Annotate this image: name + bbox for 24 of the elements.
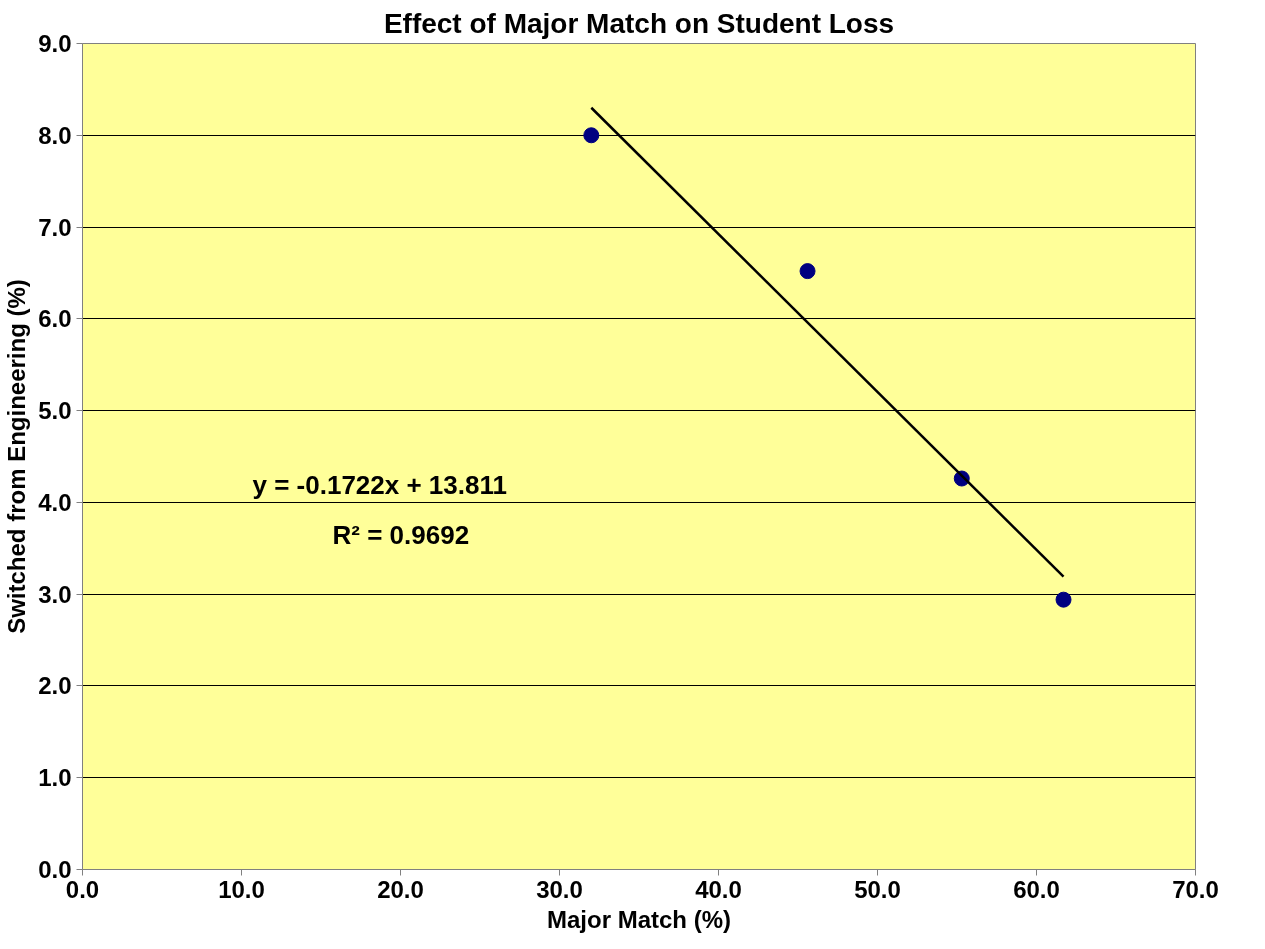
x-tick-label: 60.0 bbox=[1013, 875, 1060, 903]
annotation: y = -0.1722x + 13.811 bbox=[252, 469, 507, 500]
y-tick-label: 7.0 bbox=[38, 213, 72, 241]
x-tick-label: 50.0 bbox=[854, 875, 901, 903]
x-axis-title: Major Match (%) bbox=[547, 905, 732, 933]
point bbox=[583, 127, 600, 144]
y-tick-label: 1.0 bbox=[38, 764, 72, 792]
x-tick-label: 30.0 bbox=[536, 875, 583, 903]
x-tick-label: 10.0 bbox=[218, 875, 265, 903]
chart-title: Effect of Major Match on Student Loss bbox=[383, 7, 895, 39]
point bbox=[1055, 591, 1072, 608]
annotation: R² = 0.9692 bbox=[332, 519, 470, 550]
y-tick-label: 4.0 bbox=[38, 488, 72, 516]
y-tick-label: 3.0 bbox=[38, 580, 72, 608]
y-tick-label: 2.0 bbox=[38, 672, 72, 700]
x-tick-label: 70.0 bbox=[1172, 875, 1219, 903]
y-axis-title: Switched from Engineering (%) bbox=[3, 279, 31, 634]
y-tick-label: 8.0 bbox=[38, 121, 72, 149]
x-tick-label: 40.0 bbox=[695, 875, 742, 903]
y-tick-label: 5.0 bbox=[38, 397, 72, 425]
y-tick-label: 9.0 bbox=[38, 30, 72, 57]
point bbox=[799, 263, 816, 280]
y-tick-label: 6.0 bbox=[38, 305, 72, 333]
x-tick-label: 20.0 bbox=[377, 875, 424, 903]
